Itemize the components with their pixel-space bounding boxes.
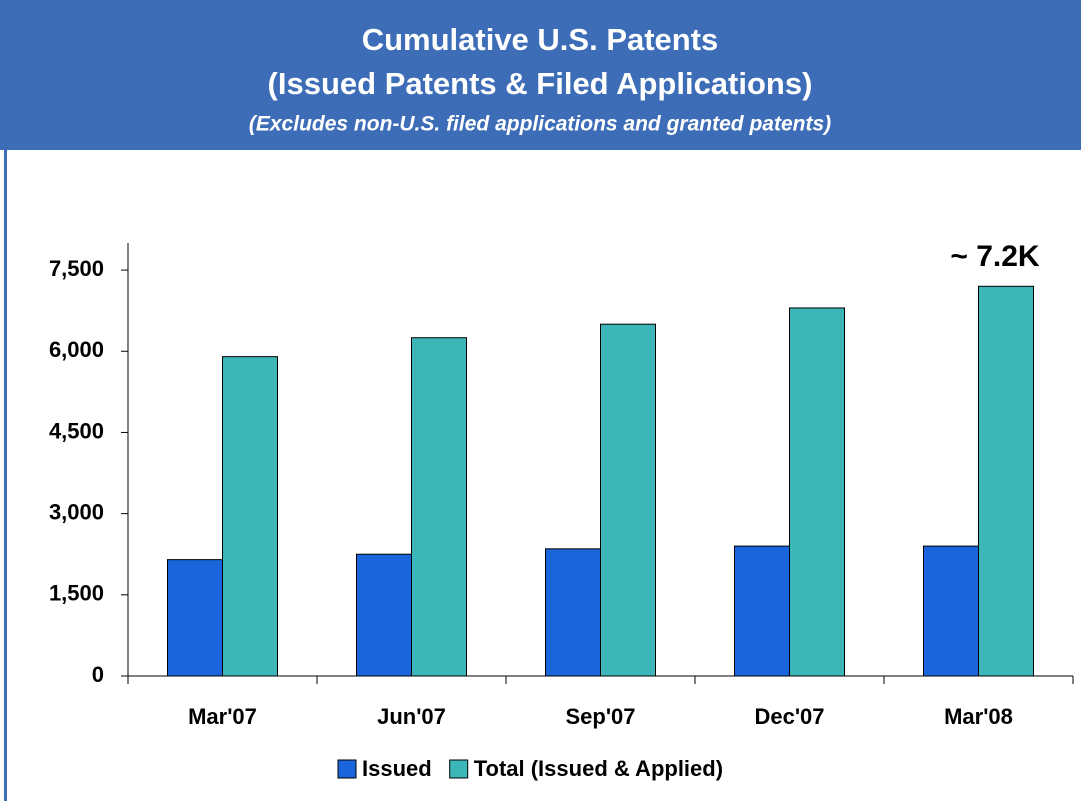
chart-title-line2: (Issued Patents & Filed Applications) [268, 66, 813, 101]
bar [789, 307, 845, 677]
y-tick-label: 7,500 [49, 256, 104, 281]
bar [734, 545, 790, 677]
x-tick-label: Mar'07 [188, 704, 257, 729]
bar [222, 356, 278, 677]
bar [356, 553, 412, 677]
bar [545, 548, 601, 677]
bar [978, 285, 1034, 677]
x-tick-label: Sep'07 [565, 704, 635, 729]
y-tick-label: 0 [92, 662, 104, 687]
bar [411, 337, 467, 677]
y-tick-label: 3,000 [49, 499, 104, 524]
chart-subtitle: (Excludes non-U.S. filed applications an… [249, 113, 831, 136]
header-band [0, 0, 1081, 150]
left-border [4, 150, 7, 801]
x-tick-label: Jun'07 [377, 704, 446, 729]
y-tick-label: 4,500 [49, 418, 104, 443]
legend-swatch [337, 759, 357, 779]
x-tick-label: Mar'08 [944, 704, 1013, 729]
y-tick-label: 6,000 [49, 337, 104, 362]
x-tick-label: Dec'07 [754, 704, 824, 729]
legend-swatch [449, 759, 469, 779]
chart-title: Cumulative U.S. Patents [362, 22, 719, 57]
bar [167, 559, 223, 677]
legend-label: Total (Issued & Applied) [474, 756, 723, 781]
bar [923, 545, 979, 677]
bar [600, 323, 656, 677]
legend-label: Issued [362, 756, 432, 781]
y-tick-label: 1,500 [49, 581, 104, 606]
annotation: ~ 7.2K [950, 240, 1040, 273]
